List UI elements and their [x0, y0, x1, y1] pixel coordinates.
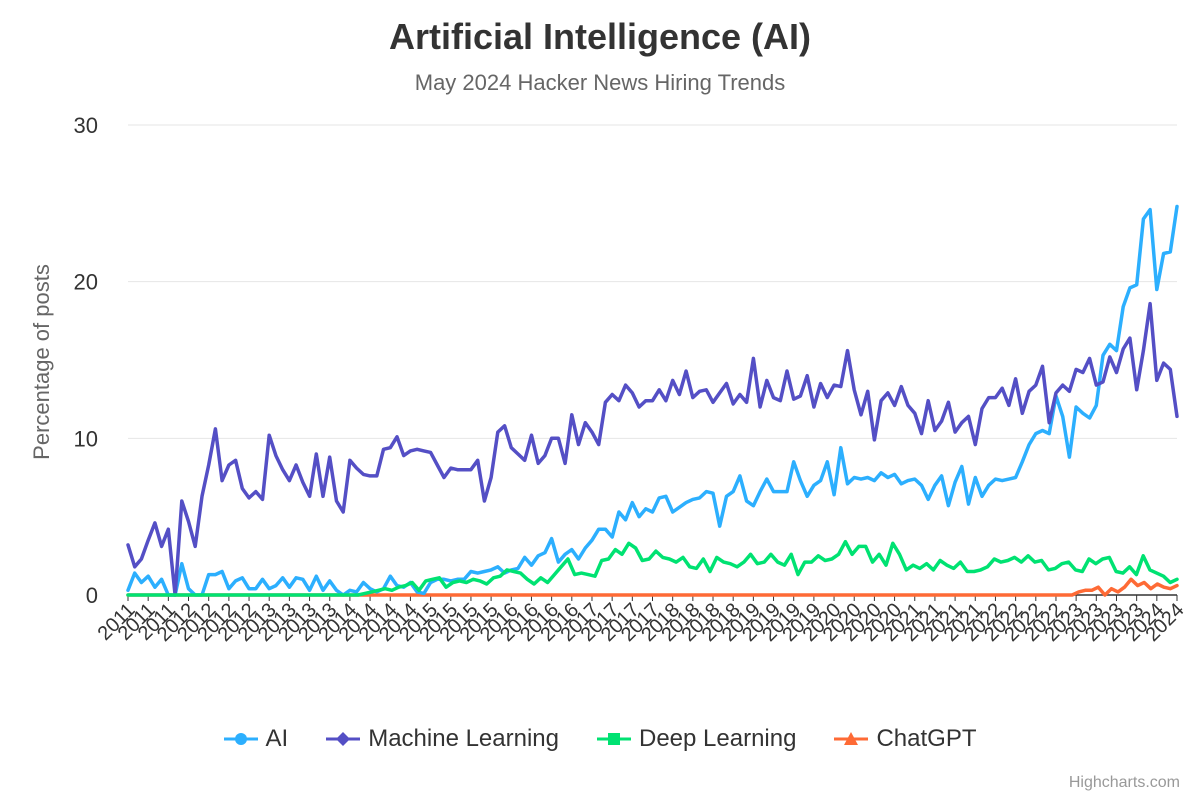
legend-item-deep-learning[interactable]: Deep Learning: [597, 725, 796, 753]
diamond-marker-icon: [326, 732, 361, 746]
y-tick-label: 10: [74, 426, 98, 451]
y-tick-label: 30: [74, 113, 98, 138]
legend: AI Machine Learning Deep Learning ChatGP…: [0, 725, 1200, 753]
chart-subtitle: May 2024 Hacker News Hiring Trends: [414, 70, 786, 95]
series-line-ai: [126, 204, 1179, 597]
legend-label: ChatGPT: [876, 725, 977, 752]
y-tick-label: 20: [74, 270, 98, 295]
series-line-deep-learning: [126, 539, 1179, 597]
chart-title: Artificial Intelligence (AI): [388, 16, 812, 57]
series-line-machine-learning: [126, 301, 1179, 597]
triangle-marker-icon: [834, 732, 869, 745]
credits-link[interactable]: Highcharts.com: [1068, 774, 1180, 791]
circle-marker-icon: [223, 733, 258, 745]
square-marker-icon: [597, 733, 631, 745]
legend-item-chatgpt[interactable]: ChatGPT: [834, 725, 976, 753]
y-axis-title: Percentage of posts: [29, 264, 54, 460]
legend-label: Deep Learning: [639, 725, 797, 752]
legend-label: AI: [265, 725, 289, 752]
legend-item-ai[interactable]: AI: [223, 725, 289, 753]
legend-label: Machine Learning: [368, 725, 559, 752]
legend-item-machine-learning[interactable]: Machine Learning: [326, 725, 559, 753]
y-tick-label: 0: [86, 583, 98, 608]
